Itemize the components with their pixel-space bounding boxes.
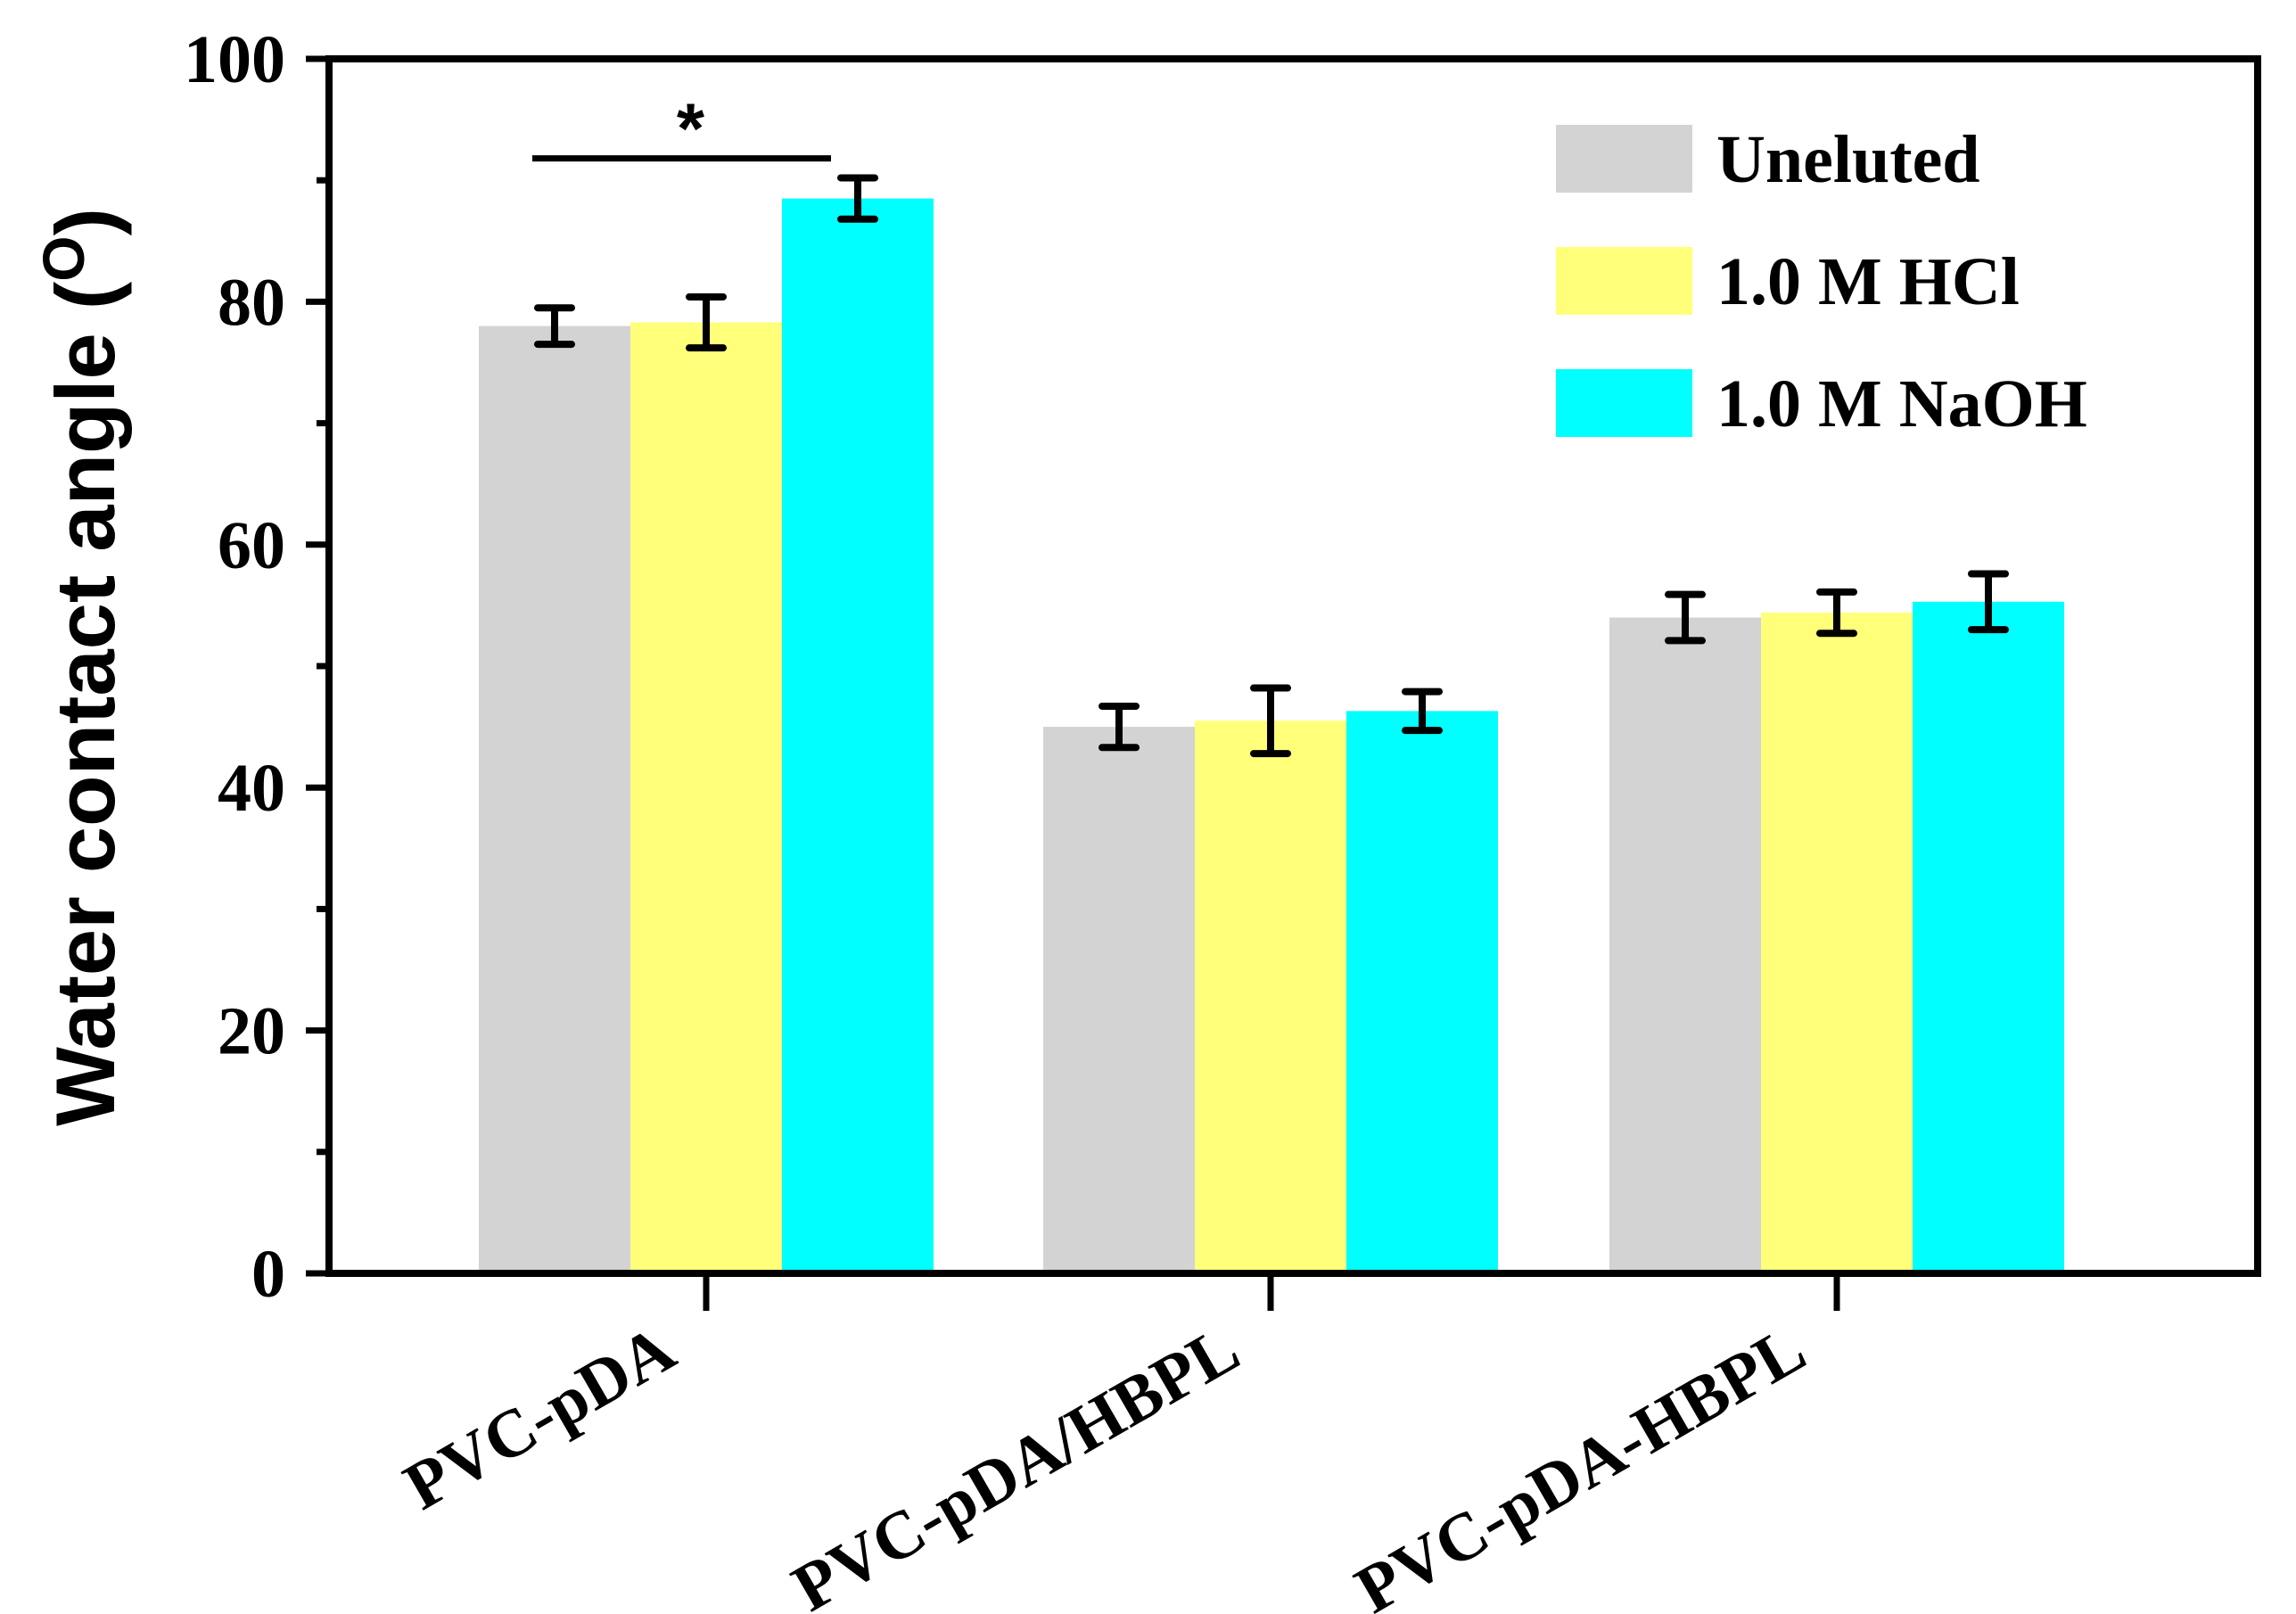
legend-swatch [1556, 369, 1692, 437]
bar [1195, 721, 1346, 1270]
legend-label: 1.0 M HCl [1716, 244, 2020, 319]
bars-layer [479, 198, 2064, 1271]
legend: Uneluted 1.0 M HCl 1.0 M NaOH [1556, 122, 2087, 441]
x-tick-label: PVC-pDA [392, 1311, 687, 1525]
x-tick-label: PVC-pDA-HBPL [1344, 1311, 1818, 1614]
x-tick-label: PVC-pDA/HBPL [780, 1311, 1251, 1614]
y-tick-label: 40 [218, 751, 285, 826]
y-axis-title-superscript: O [30, 235, 96, 281]
significance-annotation: * [532, 89, 831, 169]
y-tick-label: 80 [218, 265, 285, 340]
bar [782, 198, 934, 1270]
bar [630, 322, 782, 1271]
bar [1043, 727, 1195, 1270]
bar [1346, 711, 1498, 1270]
legend-label: 1.0 M NaOH [1716, 366, 2087, 441]
y-tick-label: 0 [251, 1237, 285, 1312]
y-axis-title: Water contact angle (O) [30, 208, 132, 1126]
bar [1761, 613, 1913, 1270]
x-axis: PVC-pDA PVC-pDA/HBPL PVC-pDA-HBPL [392, 1273, 1840, 1614]
y-axis: 0 20 40 60 80 100 [184, 22, 329, 1312]
errorbars-layer [534, 174, 2009, 758]
bar [1913, 601, 2064, 1270]
significance-star: * [677, 89, 705, 169]
bar [1609, 617, 1761, 1270]
y-tick-label: 100 [184, 22, 285, 97]
y-tick-label: 60 [218, 508, 285, 583]
legend-swatch [1556, 247, 1692, 315]
legend-label: Uneluted [1716, 122, 1980, 197]
y-axis-title-main: Water contact angle ( [38, 281, 132, 1126]
legend-swatch [1556, 125, 1692, 193]
bar [479, 325, 630, 1270]
y-axis-title-close: ) [38, 208, 132, 235]
y-tick-label: 20 [218, 994, 285, 1069]
